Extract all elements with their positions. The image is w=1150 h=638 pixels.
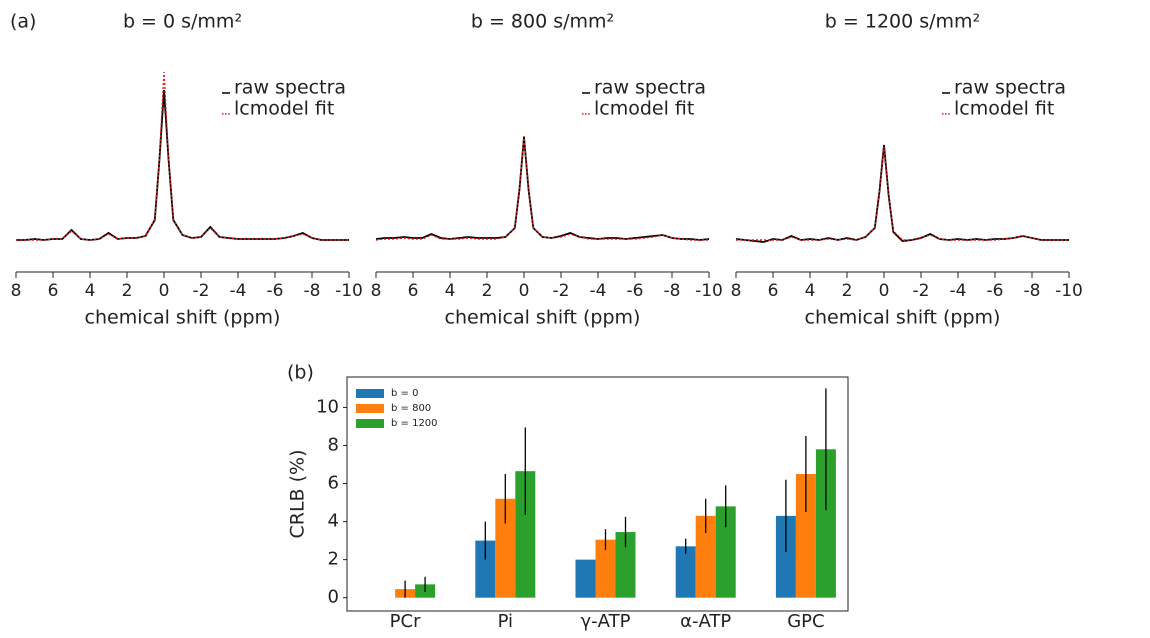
y-tick-label: 2 <box>328 549 339 570</box>
x-tick-label: 2 <box>122 281 133 301</box>
y-axis-label: CRLB (%) <box>287 449 309 538</box>
chart-title: b = 0 s/mm² <box>123 11 242 33</box>
chart-title: b = 800 s/mm² <box>471 11 614 33</box>
bar <box>615 532 636 598</box>
bar <box>695 515 716 598</box>
x-tick-label: -8 <box>664 281 681 301</box>
x-tick-label: -2 <box>913 281 930 301</box>
chart-title: b = 1200 s/mm² <box>825 11 980 33</box>
legend-label: b = 0 <box>391 388 418 399</box>
bar <box>815 449 836 598</box>
bar <box>495 498 516 598</box>
x-tick-label: -10 <box>695 281 723 301</box>
legend-swatch <box>356 419 384 428</box>
x-tick-label: 0 <box>879 281 890 301</box>
x-tick-label: 6 <box>768 281 779 301</box>
x-tick-label: -4 <box>950 281 967 301</box>
x-tick-label: 6 <box>408 281 419 301</box>
x-tick-label: -4 <box>230 281 247 301</box>
x-tick-label: -8 <box>1024 281 1041 301</box>
x-tick-label: Pi <box>498 611 513 632</box>
x-tick-label: 0 <box>519 281 530 301</box>
legend-label: lcmodel fit <box>954 98 1054 120</box>
x-tick-label: -2 <box>193 281 210 301</box>
panel-label: (b) <box>287 362 314 384</box>
bar <box>715 506 736 598</box>
legend-label: raw spectra <box>234 77 346 99</box>
x-tick-label: -10 <box>1055 281 1083 301</box>
x-tick-label: -4 <box>590 281 607 301</box>
x-tick-label: -6 <box>267 281 284 301</box>
x-tick-label: 6 <box>48 281 59 301</box>
bar <box>795 474 816 598</box>
bar <box>515 471 536 598</box>
plot-frame <box>346 376 849 612</box>
x-tick-label: γ-ATP <box>581 611 631 632</box>
bar <box>675 546 696 598</box>
legend-label: lcmodel fit <box>594 98 694 120</box>
x-tick-label: 2 <box>482 281 493 301</box>
bar <box>475 540 496 598</box>
spectrum-line <box>375 135 709 241</box>
x-tick-label: 8 <box>11 281 22 301</box>
bar <box>575 559 596 598</box>
x-tick-label: 4 <box>805 281 816 301</box>
x-tick-label: 4 <box>445 281 456 301</box>
legend-label: lcmodel fit <box>234 98 334 120</box>
x-tick-label: 4 <box>85 281 96 301</box>
x-tick-label: 2 <box>842 281 853 301</box>
x-axis-label: chemical shift (ppm) <box>445 307 641 329</box>
legend-label: raw spectra <box>594 77 706 99</box>
x-tick-label: -6 <box>987 281 1004 301</box>
x-tick-label: α-ATP <box>680 611 731 632</box>
x-axis-label: chemical shift (ppm) <box>805 307 1001 329</box>
x-tick-label: -6 <box>627 281 644 301</box>
legend-swatch <box>356 389 384 398</box>
y-tick-label: 8 <box>328 434 339 455</box>
x-tick-label: GPC <box>787 611 824 632</box>
spectrum-line <box>735 144 1069 243</box>
y-tick-label: 4 <box>328 511 339 532</box>
bar <box>595 539 616 598</box>
legend-label: raw spectra <box>954 77 1066 99</box>
x-tick-label: 8 <box>731 281 742 301</box>
legend-label: b = 800 <box>391 403 431 414</box>
x-tick-label: PCr <box>390 611 421 632</box>
spectrum-line <box>16 71 349 241</box>
x-axis-label: chemical shift (ppm) <box>85 307 281 329</box>
panel-label: (a) <box>10 11 36 33</box>
bar <box>775 515 796 598</box>
x-tick-label: 0 <box>159 281 170 301</box>
x-tick-label: -8 <box>304 281 321 301</box>
x-tick-label: -2 <box>553 281 570 301</box>
legend-label: b = 1200 <box>391 418 438 429</box>
spectrum-line <box>375 136 710 241</box>
legend-swatch <box>356 404 384 413</box>
y-tick-label: 10 <box>316 396 339 417</box>
y-tick-label: 6 <box>328 473 339 494</box>
y-tick-label: 0 <box>328 587 339 608</box>
x-tick-label: -10 <box>335 281 363 301</box>
spectrum-line <box>736 146 1069 241</box>
x-tick-label: 8 <box>371 281 382 301</box>
